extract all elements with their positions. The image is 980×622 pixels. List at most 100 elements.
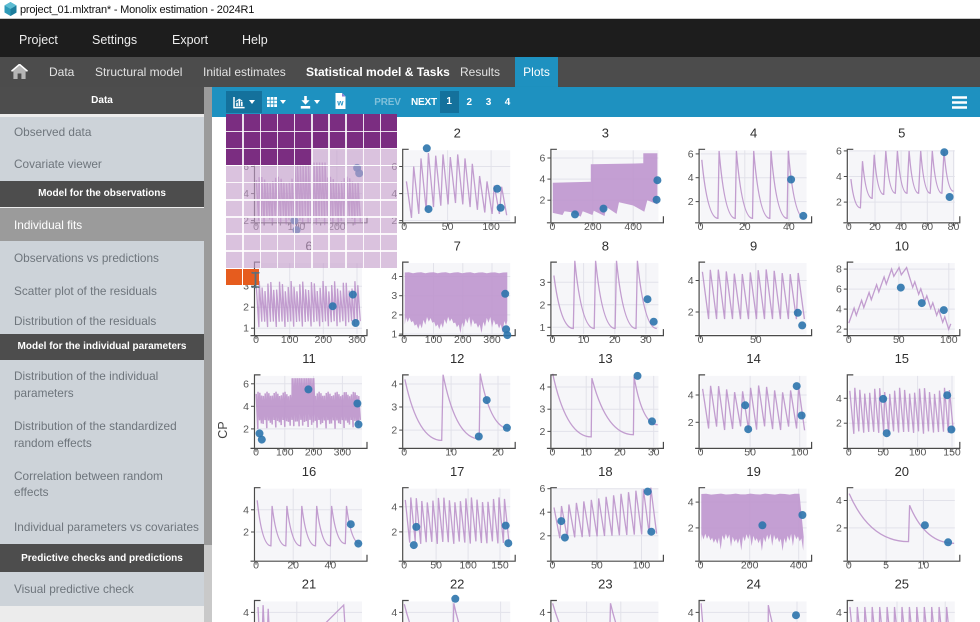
svg-text:0: 0 <box>401 559 407 571</box>
svg-text:0: 0 <box>253 559 259 571</box>
svg-text:0: 0 <box>549 221 555 233</box>
svg-text:12: 12 <box>450 351 464 366</box>
svg-text:20: 20 <box>869 221 881 233</box>
svg-text:4: 4 <box>243 401 249 413</box>
svg-text:0: 0 <box>549 447 555 459</box>
svg-text:4: 4 <box>540 382 546 394</box>
svg-text:13: 13 <box>598 351 612 366</box>
svg-text:10: 10 <box>918 559 930 571</box>
svg-text:50: 50 <box>750 334 762 346</box>
svg-text:40: 40 <box>783 221 795 233</box>
svg-text:200: 200 <box>741 559 759 571</box>
svg-text:20: 20 <box>287 559 299 571</box>
svg-text:200: 200 <box>305 447 323 459</box>
svg-text:0: 0 <box>846 221 852 233</box>
svg-text:6: 6 <box>688 148 694 160</box>
svg-text:0: 0 <box>698 447 704 459</box>
svg-text:0: 0 <box>253 334 259 346</box>
svg-text:2: 2 <box>540 530 546 542</box>
svg-text:1: 1 <box>391 329 397 341</box>
svg-text:20: 20 <box>739 221 751 233</box>
svg-text:14: 14 <box>746 351 760 366</box>
svg-text:0: 0 <box>253 447 259 459</box>
svg-text:50: 50 <box>877 447 889 459</box>
svg-text:2: 2 <box>540 426 546 438</box>
svg-text:4: 4 <box>836 171 842 183</box>
svg-text:2: 2 <box>243 423 249 435</box>
svg-text:7: 7 <box>454 238 461 253</box>
svg-text:10: 10 <box>580 447 592 459</box>
svg-text:6: 6 <box>836 145 842 157</box>
svg-text:16: 16 <box>302 464 316 479</box>
svg-text:4: 4 <box>688 390 694 402</box>
svg-text:0: 0 <box>549 559 555 571</box>
svg-text:2: 2 <box>836 324 842 336</box>
svg-text:200: 200 <box>315 334 333 346</box>
svg-text:100: 100 <box>940 334 958 346</box>
svg-text:50: 50 <box>430 559 442 571</box>
svg-text:100: 100 <box>791 447 809 459</box>
svg-text:1: 1 <box>540 322 546 334</box>
svg-text:100: 100 <box>425 334 443 346</box>
svg-text:2: 2 <box>540 299 546 311</box>
svg-text:4: 4 <box>540 174 546 186</box>
svg-text:30: 30 <box>648 447 660 459</box>
svg-text:23: 23 <box>598 577 612 592</box>
svg-text:100: 100 <box>482 221 500 233</box>
svg-text:4: 4 <box>836 304 842 316</box>
svg-text:30: 30 <box>640 334 652 346</box>
svg-text:150: 150 <box>943 447 961 459</box>
svg-text:19: 19 <box>746 464 760 479</box>
svg-text:4: 4 <box>688 275 694 287</box>
svg-text:100: 100 <box>633 559 651 571</box>
svg-text:50: 50 <box>744 447 756 459</box>
svg-text:100: 100 <box>459 559 477 571</box>
svg-text:17: 17 <box>450 464 464 479</box>
svg-text:300: 300 <box>348 334 366 346</box>
svg-text:1: 1 <box>243 323 249 335</box>
svg-text:2: 2 <box>391 425 397 437</box>
svg-text:4: 4 <box>540 507 546 519</box>
svg-text:300: 300 <box>483 334 501 346</box>
svg-text:4: 4 <box>391 379 397 391</box>
svg-text:2: 2 <box>836 197 842 209</box>
svg-text:21: 21 <box>302 577 316 592</box>
svg-text:0: 0 <box>401 221 407 233</box>
svg-text:4: 4 <box>836 607 842 619</box>
svg-text:400: 400 <box>790 559 808 571</box>
svg-text:40: 40 <box>325 559 337 571</box>
svg-text:3: 3 <box>540 277 546 289</box>
svg-text:40: 40 <box>895 221 907 233</box>
svg-text:4: 4 <box>540 607 546 619</box>
svg-text:0: 0 <box>401 447 407 459</box>
svg-text:2: 2 <box>391 309 397 321</box>
svg-text:20: 20 <box>614 447 626 459</box>
svg-text:100: 100 <box>276 447 294 459</box>
svg-text:0: 0 <box>698 334 704 346</box>
svg-text:50: 50 <box>591 559 603 571</box>
svg-text:0: 0 <box>549 334 555 346</box>
svg-text:20: 20 <box>492 447 504 459</box>
svg-text:6: 6 <box>836 284 842 296</box>
svg-text:0: 0 <box>846 559 852 571</box>
svg-text:3: 3 <box>391 290 397 302</box>
svg-text:2: 2 <box>688 307 694 319</box>
svg-text:2: 2 <box>688 522 694 534</box>
svg-text:2: 2 <box>836 522 842 534</box>
svg-text:80: 80 <box>948 221 960 233</box>
svg-text:15: 15 <box>895 351 909 366</box>
svg-text:100: 100 <box>281 334 299 346</box>
svg-text:2: 2 <box>836 418 842 430</box>
svg-text:0: 0 <box>401 334 407 346</box>
svg-text:4: 4 <box>750 126 757 141</box>
svg-text:0: 0 <box>698 559 704 571</box>
svg-text:4: 4 <box>391 271 397 283</box>
svg-text:6: 6 <box>540 483 546 495</box>
svg-text:24: 24 <box>746 577 760 592</box>
svg-text:11: 11 <box>302 351 316 366</box>
svg-text:18: 18 <box>598 464 612 479</box>
svg-text:50: 50 <box>442 221 454 233</box>
svg-text:10: 10 <box>895 238 909 253</box>
svg-text:8: 8 <box>602 238 609 253</box>
svg-text:9: 9 <box>750 238 757 253</box>
